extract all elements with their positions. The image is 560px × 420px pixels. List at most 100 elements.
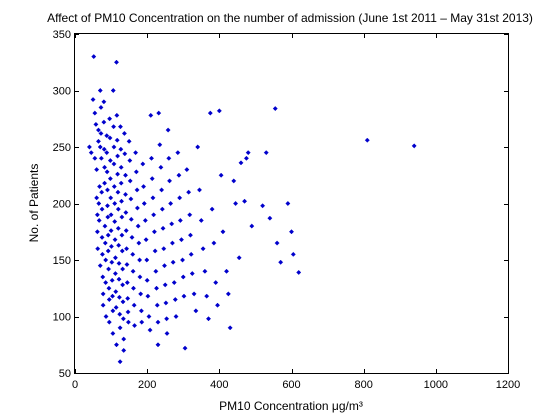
data-point [107, 135, 113, 141]
data-point [112, 271, 118, 277]
data-point [117, 124, 123, 130]
data-point [98, 155, 104, 161]
data-point [213, 280, 219, 286]
data-point [106, 319, 112, 325]
data-point [123, 228, 129, 234]
data-point [98, 104, 104, 110]
data-point [92, 155, 98, 161]
data-point [123, 172, 128, 178]
data-point [177, 217, 183, 223]
data-point [97, 144, 103, 150]
x-tick-label: 200 [138, 379, 156, 391]
data-point [193, 308, 199, 314]
data-point [162, 263, 167, 269]
data-point [101, 146, 107, 152]
data-point [211, 240, 217, 246]
data-point [231, 178, 237, 184]
data-point [113, 304, 119, 310]
data-point [139, 319, 145, 325]
data-point [100, 302, 106, 308]
data-point [285, 201, 291, 206]
data-point [169, 221, 175, 227]
data-point [187, 212, 193, 218]
data-point [113, 289, 119, 295]
data-point [156, 110, 162, 116]
data-point [138, 308, 144, 314]
data-point [163, 300, 169, 306]
data-point [138, 291, 144, 297]
data-point [189, 271, 195, 277]
data-point [188, 251, 194, 257]
data-point [151, 229, 157, 235]
data-point [123, 210, 129, 216]
data-point [147, 327, 153, 333]
data-point [114, 59, 119, 65]
data-point [164, 330, 170, 336]
data-point [99, 206, 105, 212]
y-tick-label: 200 [53, 199, 71, 211]
data-point [97, 263, 103, 269]
data-point [90, 97, 96, 103]
data-point [117, 311, 123, 317]
data-point [107, 116, 113, 122]
data-point [104, 187, 110, 193]
data-point [110, 293, 116, 299]
data-point [108, 243, 114, 249]
data-point [119, 232, 125, 238]
data-point [411, 143, 417, 149]
data-point [121, 130, 127, 136]
data-point [99, 189, 105, 195]
data-point [150, 195, 156, 201]
data-point [95, 246, 101, 252]
data-point [115, 225, 121, 231]
data-point [101, 119, 107, 125]
data-point [128, 216, 134, 222]
data-point [123, 191, 128, 197]
data-point [289, 229, 294, 235]
data-point [112, 201, 118, 206]
data-point [195, 144, 201, 150]
data-point [175, 150, 181, 156]
data-point [112, 255, 118, 261]
data-point [91, 54, 97, 60]
data-point [130, 285, 136, 291]
data-point [106, 297, 112, 303]
data-point [164, 316, 170, 322]
data-point [93, 121, 99, 127]
data-point [124, 262, 130, 268]
data-point [125, 319, 131, 325]
y-tick-label: 50 [59, 368, 71, 380]
data-point [130, 251, 136, 257]
x-axis-label: PM10 Concentration μg/m³ [219, 399, 363, 413]
x-tick-label: 400 [210, 379, 228, 391]
data-point [186, 189, 192, 195]
data-point [115, 171, 121, 177]
data-point [95, 127, 101, 133]
data-point [155, 342, 161, 348]
data-point [162, 282, 168, 288]
data-point [165, 127, 171, 133]
data-point [95, 138, 101, 144]
data-point [114, 342, 119, 348]
data-point [181, 293, 187, 299]
data-point [108, 228, 114, 234]
data-point [272, 106, 278, 112]
data-point [176, 172, 182, 178]
data-point [102, 240, 108, 246]
data-point [115, 153, 121, 159]
data-point [160, 225, 166, 231]
data-point [170, 259, 176, 265]
data-point [220, 229, 226, 235]
data-point [118, 164, 124, 170]
data-point [105, 232, 111, 238]
data-point [197, 187, 202, 193]
data-point [135, 223, 141, 229]
data-point [141, 184, 147, 190]
data-point [180, 274, 186, 280]
data-point [108, 212, 114, 218]
data-point [105, 214, 111, 220]
data-point [111, 161, 117, 167]
data-point [274, 240, 280, 246]
data-point [132, 323, 138, 329]
